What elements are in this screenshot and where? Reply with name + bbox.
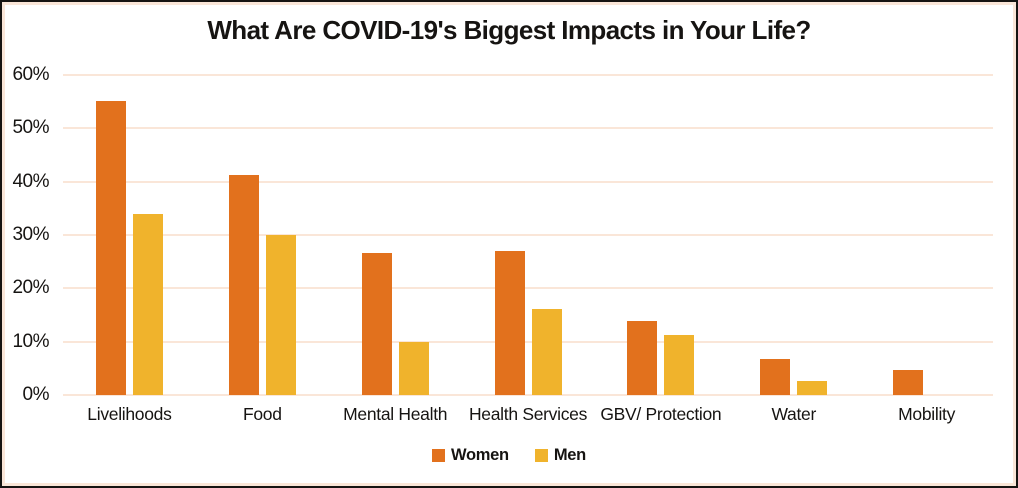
x-category-label-gbv-protection: GBV/ Protection [600,404,722,424]
plot-area [63,74,993,396]
legend-swatch-icon [534,449,548,462]
gridline [63,234,993,236]
bar-women-health-services [494,251,525,395]
bar-men-mental-health [398,341,429,395]
chart-title: What Are COVID-19's Biggest Impacts in Y… [207,15,811,45]
legend-label: Women [451,446,509,464]
bar-men-livelihoods [132,214,163,395]
y-tick-label: 50% [12,117,49,139]
bar-men-food [265,235,296,395]
gridline [63,394,993,396]
x-category-label-food: Food [242,404,282,424]
x-category-label-health-services: Health Services [468,404,588,424]
legend: Women Men [5,446,1013,465]
bar-group-health-services [462,75,595,395]
y-tick-label: 20% [12,277,49,299]
bar-men-water [797,380,828,395]
legend-swatch-icon [432,449,446,462]
bar-women-food [228,174,259,395]
bar-men-gbv-protection [664,334,695,395]
bar-men-health-services [531,309,562,395]
bar-group-food [196,75,329,395]
x-category-label-mobility: Mobility [898,404,956,424]
gridline [63,74,993,76]
gridline [63,340,993,343]
legend-item-men: Men [534,446,586,465]
gridline [63,287,993,290]
gridline [63,127,993,130]
x-category-label-water: Water [771,404,816,424]
bar-groups [63,75,993,395]
bar-group-mental-health [329,75,462,395]
gridline [63,180,993,183]
bar-women-mobility [893,370,924,395]
y-tick-label: 40% [12,170,49,192]
y-axis: 60% 50% 40% 30% 20% 10% 0% [5,64,49,405]
y-tick-label: 60% [12,64,49,85]
x-axis: Livelihoods Food Mental Health Health Servi… [63,404,993,425]
bar-group-water [727,75,860,395]
bar-group-gbv-protection [594,75,727,395]
y-tick-label: 30% [12,224,49,245]
gridlines [63,74,993,396]
y-tick-label: 0% [22,384,50,405]
bar-women-mental-health [361,253,392,395]
bar-group-mobility [860,75,993,395]
x-category-label-livelihoods: Livelihoods [87,404,172,424]
legend-item-women: Women [432,446,509,465]
legend-label: Men [553,446,586,464]
bar-women-water [760,358,791,395]
y-tick-label: 10% [12,330,49,352]
x-category-label-mental-health: Mental Health [343,404,448,424]
bar-women-gbv-protection [627,320,658,395]
bar-women-livelihoods [95,100,126,395]
bar-group-livelihoods [63,75,196,395]
